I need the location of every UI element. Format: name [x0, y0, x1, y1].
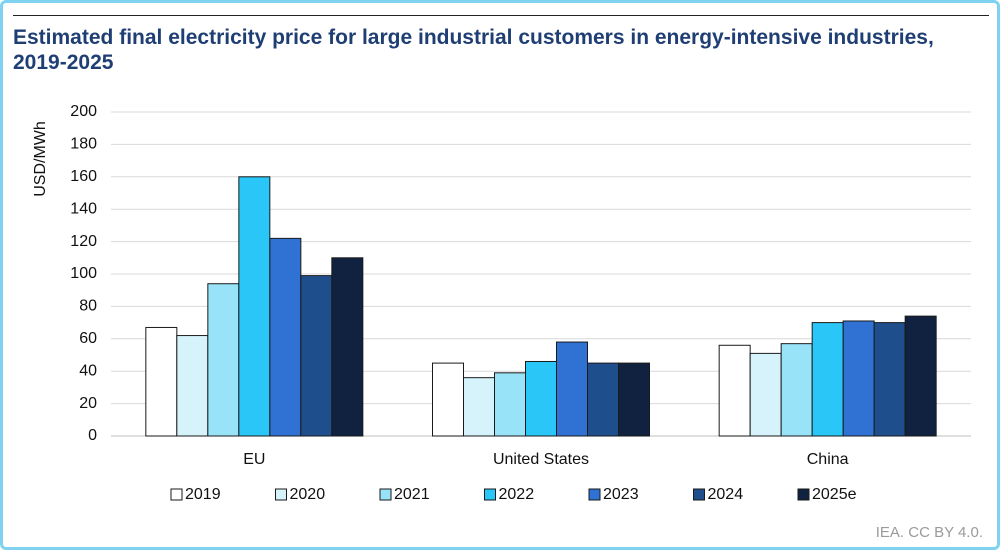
- y-tick-label: 160: [70, 168, 97, 185]
- y-tick-label: 80: [79, 298, 97, 315]
- legend-swatch: [484, 488, 496, 501]
- bar: [718, 344, 751, 437]
- bar: [432, 362, 464, 437]
- y-tick-label: 100: [70, 265, 97, 282]
- bar: [238, 176, 271, 437]
- bar: [145, 326, 178, 437]
- chart-title: Estimated final electricity price for la…: [13, 26, 934, 74]
- bar: [618, 362, 650, 437]
- bar: [463, 377, 495, 437]
- bar: [300, 275, 333, 437]
- y-tick-label: 40: [79, 362, 97, 379]
- legend-swatch: [588, 488, 601, 501]
- legend-swatch: [693, 488, 705, 501]
- bar: [842, 320, 875, 437]
- chart: USD/MWh 0 20 40 60 80 100 120 140 160 180 200 EU Uni…: [32, 103, 971, 503]
- y-axis-label: USD/MWh: [32, 121, 49, 197]
- legend-label: 2020: [290, 486, 326, 503]
- y-tick-label: 180: [70, 136, 97, 153]
- y-tick-label: 0: [88, 427, 97, 444]
- y-tick-label: 200: [70, 103, 97, 120]
- bar: [749, 352, 782, 437]
- legend-label: 2021: [394, 486, 430, 503]
- legend-label: 2025e: [812, 486, 857, 503]
- bar: [873, 322, 906, 437]
- legend-label: 2024: [708, 486, 744, 503]
- legend-swatch: [170, 488, 183, 501]
- bar: [525, 360, 557, 437]
- bar: [494, 372, 526, 437]
- y-tick-label: 140: [70, 200, 97, 217]
- legend-label: 2019: [185, 486, 221, 503]
- x-tick-label: United States: [493, 451, 589, 468]
- y-tick-label: 120: [70, 233, 97, 250]
- bar: [587, 362, 619, 437]
- bar: [811, 322, 844, 437]
- bar: [331, 257, 364, 437]
- y-tick-label: 20: [79, 395, 97, 412]
- legend-label: 2023: [603, 486, 639, 503]
- source: IEA. CC BY 4.0.: [875, 524, 983, 541]
- y-tick-label: 60: [79, 330, 97, 347]
- bar: [556, 341, 588, 437]
- bar: [780, 343, 813, 437]
- bar: [269, 237, 302, 437]
- legend-label: 2022: [499, 486, 535, 503]
- x-tick-label: EU: [243, 451, 265, 468]
- bar: [176, 335, 209, 437]
- legend-swatch: [275, 488, 287, 501]
- bar: [207, 283, 240, 437]
- legend-swatch: [797, 488, 810, 501]
- bar: [904, 315, 937, 437]
- x-tick-label: China: [807, 451, 849, 468]
- legend-swatch: [379, 488, 392, 501]
- rule: [13, 15, 989, 16]
